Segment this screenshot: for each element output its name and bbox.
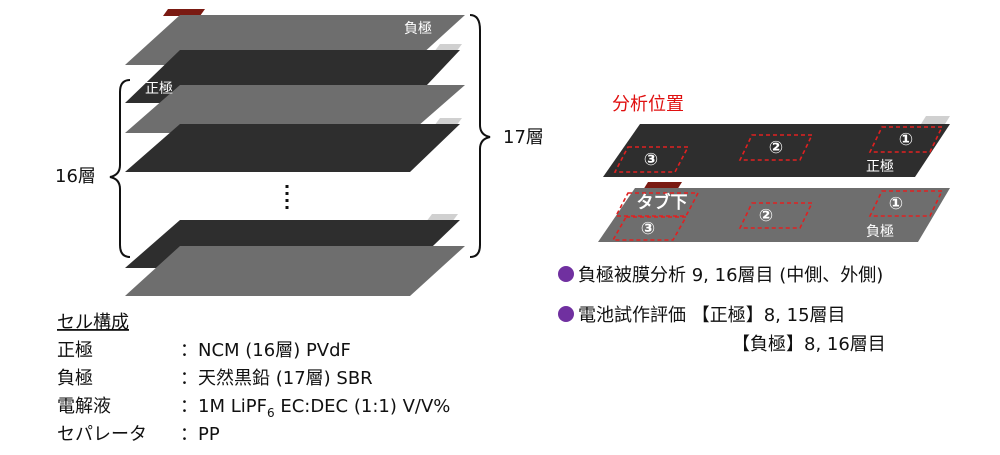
row-value: ：PP: [180, 424, 220, 445]
tab-label: タブ下: [637, 192, 688, 213]
note: 電池試作評価 【正極】8, 15層目: [578, 305, 846, 326]
electrode-stack: 負極 正極 17層 16層: [55, 9, 544, 296]
marker-box: [613, 146, 690, 173]
marker: ②: [759, 206, 773, 226]
marker-box: [611, 216, 688, 241]
marker-box: [738, 202, 814, 229]
bullet: [558, 266, 574, 282]
marker: ①: [899, 130, 913, 150]
notes: 負極被膜分析 9, 16層目 (中側、外側) 電池試作評価 【正極】8, 15層…: [558, 265, 886, 355]
brace: [469, 14, 491, 258]
sheet: [603, 124, 950, 177]
row-label: 負極: [57, 368, 93, 389]
layer-label: 負極: [404, 21, 432, 37]
text: ：1M LiPF: [180, 396, 267, 417]
marker-box: [738, 134, 814, 161]
brace-label: 16層: [55, 166, 96, 187]
sheet-label: 負極: [866, 224, 894, 240]
sheet: [598, 188, 950, 242]
sheet: [125, 124, 460, 172]
text: EC:DEC (1:1) V/V%: [275, 396, 451, 417]
marker: ①: [889, 194, 903, 214]
row-value: ：1M LiPF6 EC:DEC (1:1) V/V%: [180, 396, 450, 420]
row-value: ：NCM (16層) PVdF: [180, 340, 351, 361]
heading: 分析位置: [612, 94, 684, 115]
marker: ②: [769, 138, 783, 158]
tab: [163, 9, 205, 16]
row-label: 電解液: [57, 396, 111, 417]
composition: セル構成 正極 ：NCM (16層) PVdF 負極 ：天然黒鉛 (17層) S…: [57, 312, 450, 445]
heading: セル構成: [57, 312, 129, 333]
bullet: [558, 306, 574, 322]
layer-label: 正極: [145, 81, 173, 97]
brace: [109, 79, 131, 258]
brace-label: 17層: [503, 127, 544, 148]
note: 負極被膜分析 9, 16層目 (中側、外側): [578, 265, 883, 286]
marker-box: [868, 190, 944, 217]
tab: [921, 116, 950, 124]
row-label: セパレータ: [57, 424, 147, 445]
subscript: 6: [267, 406, 275, 420]
marker-box: [868, 126, 944, 153]
sheet-label: 正極: [866, 159, 894, 175]
row-value: ：天然黒鉛 (17層) SBR: [180, 368, 373, 389]
analysis: 分析位置 ① ② ③ 正極 タブ下 ① ② ③ 負極: [598, 94, 950, 242]
sheet: [125, 85, 465, 133]
marker: ③: [641, 219, 655, 239]
marker: ③: [644, 150, 658, 170]
note: 【負極】8, 16層目: [732, 334, 886, 355]
row-label: 正極: [57, 340, 93, 361]
sheet: [125, 246, 465, 296]
